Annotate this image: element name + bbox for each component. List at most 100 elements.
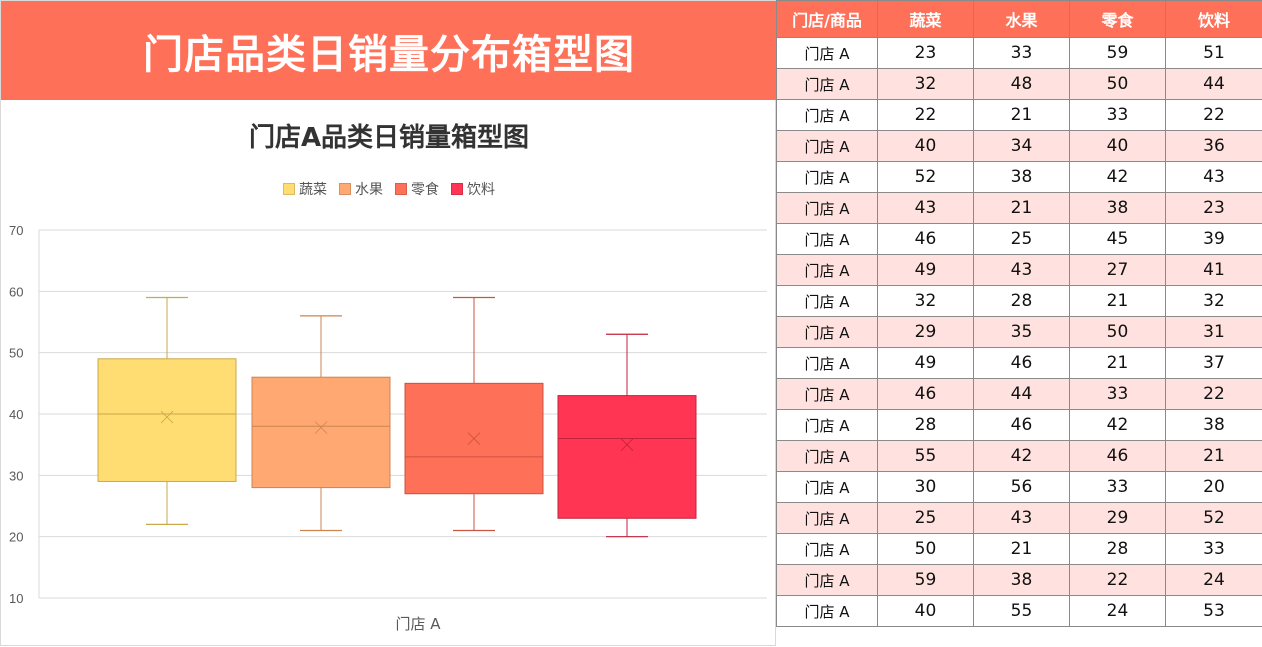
value-cell: 40 [878, 131, 974, 162]
value-cell: 49 [878, 348, 974, 379]
store-cell: 门店 A [777, 379, 878, 410]
store-cell: 门店 A [777, 472, 878, 503]
value-cell: 59 [878, 565, 974, 596]
value-cell: 52 [878, 162, 974, 193]
value-cell: 25 [878, 503, 974, 534]
value-cell: 51 [1166, 38, 1262, 69]
table-header-cell: 门店/商品 [777, 1, 878, 38]
store-cell: 门店 A [777, 131, 878, 162]
value-cell: 43 [974, 503, 1070, 534]
table-header-cell: 水果 [974, 1, 1070, 38]
value-cell: 55 [974, 596, 1070, 627]
store-cell: 门店 A [777, 69, 878, 100]
value-cell: 29 [1070, 503, 1166, 534]
y-tick-label: 70 [9, 223, 23, 238]
store-cell: 门店 A [777, 348, 878, 379]
store-cell: 门店 A [777, 596, 878, 627]
store-cell: 门店 A [777, 317, 878, 348]
value-cell: 38 [974, 565, 1070, 596]
value-cell: 29 [878, 317, 974, 348]
value-cell: 22 [878, 100, 974, 131]
value-cell: 21 [974, 534, 1070, 565]
value-cell: 38 [974, 162, 1070, 193]
value-cell: 33 [1070, 100, 1166, 131]
value-cell: 53 [1166, 596, 1262, 627]
value-cell: 22 [1166, 379, 1262, 410]
value-cell: 42 [1070, 410, 1166, 441]
store-cell: 门店 A [777, 100, 878, 131]
table-header-row: 门店/商品蔬菜水果零食饮料 [777, 1, 1262, 38]
value-cell: 31 [1166, 317, 1262, 348]
value-cell: 46 [1070, 441, 1166, 472]
value-cell: 42 [974, 441, 1070, 472]
value-cell: 24 [1166, 565, 1262, 596]
table-header-cell: 饮料 [1166, 1, 1262, 38]
value-cell: 46 [974, 410, 1070, 441]
value-cell: 32 [1166, 286, 1262, 317]
value-cell: 42 [1070, 162, 1166, 193]
value-cell: 21 [974, 193, 1070, 224]
store-cell: 门店 A [777, 565, 878, 596]
y-tick-label: 10 [9, 591, 23, 606]
value-cell: 41 [1166, 255, 1262, 286]
value-cell: 32 [878, 69, 974, 100]
value-cell: 40 [878, 596, 974, 627]
value-cell: 52 [1166, 503, 1262, 534]
value-cell: 43 [1166, 162, 1262, 193]
value-cell: 22 [1070, 565, 1166, 596]
store-cell: 门店 A [777, 255, 878, 286]
store-cell: 门店 A [777, 534, 878, 565]
value-cell: 21 [1166, 441, 1262, 472]
value-cell: 44 [974, 379, 1070, 410]
value-cell: 36 [1166, 131, 1262, 162]
value-cell: 33 [1070, 472, 1166, 503]
value-cell: 56 [974, 472, 1070, 503]
value-cell: 46 [974, 348, 1070, 379]
store-cell: 门店 A [777, 286, 878, 317]
box-饮料 [558, 396, 696, 519]
value-cell: 28 [1070, 534, 1166, 565]
y-tick-label: 20 [9, 530, 23, 545]
store-cell: 门店 A [777, 410, 878, 441]
value-cell: 59 [1070, 38, 1166, 69]
value-cell: 50 [878, 534, 974, 565]
table-header-cell: 蔬菜 [878, 1, 974, 38]
value-cell: 44 [1166, 69, 1262, 100]
store-cell: 门店 A [777, 38, 878, 69]
value-cell: 35 [974, 317, 1070, 348]
value-cell: 23 [878, 38, 974, 69]
value-cell: 38 [1166, 410, 1262, 441]
value-cell: 30 [878, 472, 974, 503]
y-tick-label: 40 [9, 407, 23, 422]
value-cell: 28 [974, 286, 1070, 317]
value-cell: 55 [878, 441, 974, 472]
value-cell: 45 [1070, 224, 1166, 255]
value-cell: 34 [974, 131, 1070, 162]
value-cell: 25 [974, 224, 1070, 255]
table-header-cell: 零食 [1070, 1, 1166, 38]
value-cell: 43 [878, 193, 974, 224]
store-cell: 门店 A [777, 441, 878, 472]
box-水果 [252, 377, 390, 487]
store-cell: 门店 A [777, 503, 878, 534]
value-cell: 21 [1070, 348, 1166, 379]
value-cell: 38 [1070, 193, 1166, 224]
value-cell: 39 [1166, 224, 1262, 255]
value-cell: 50 [1070, 317, 1166, 348]
